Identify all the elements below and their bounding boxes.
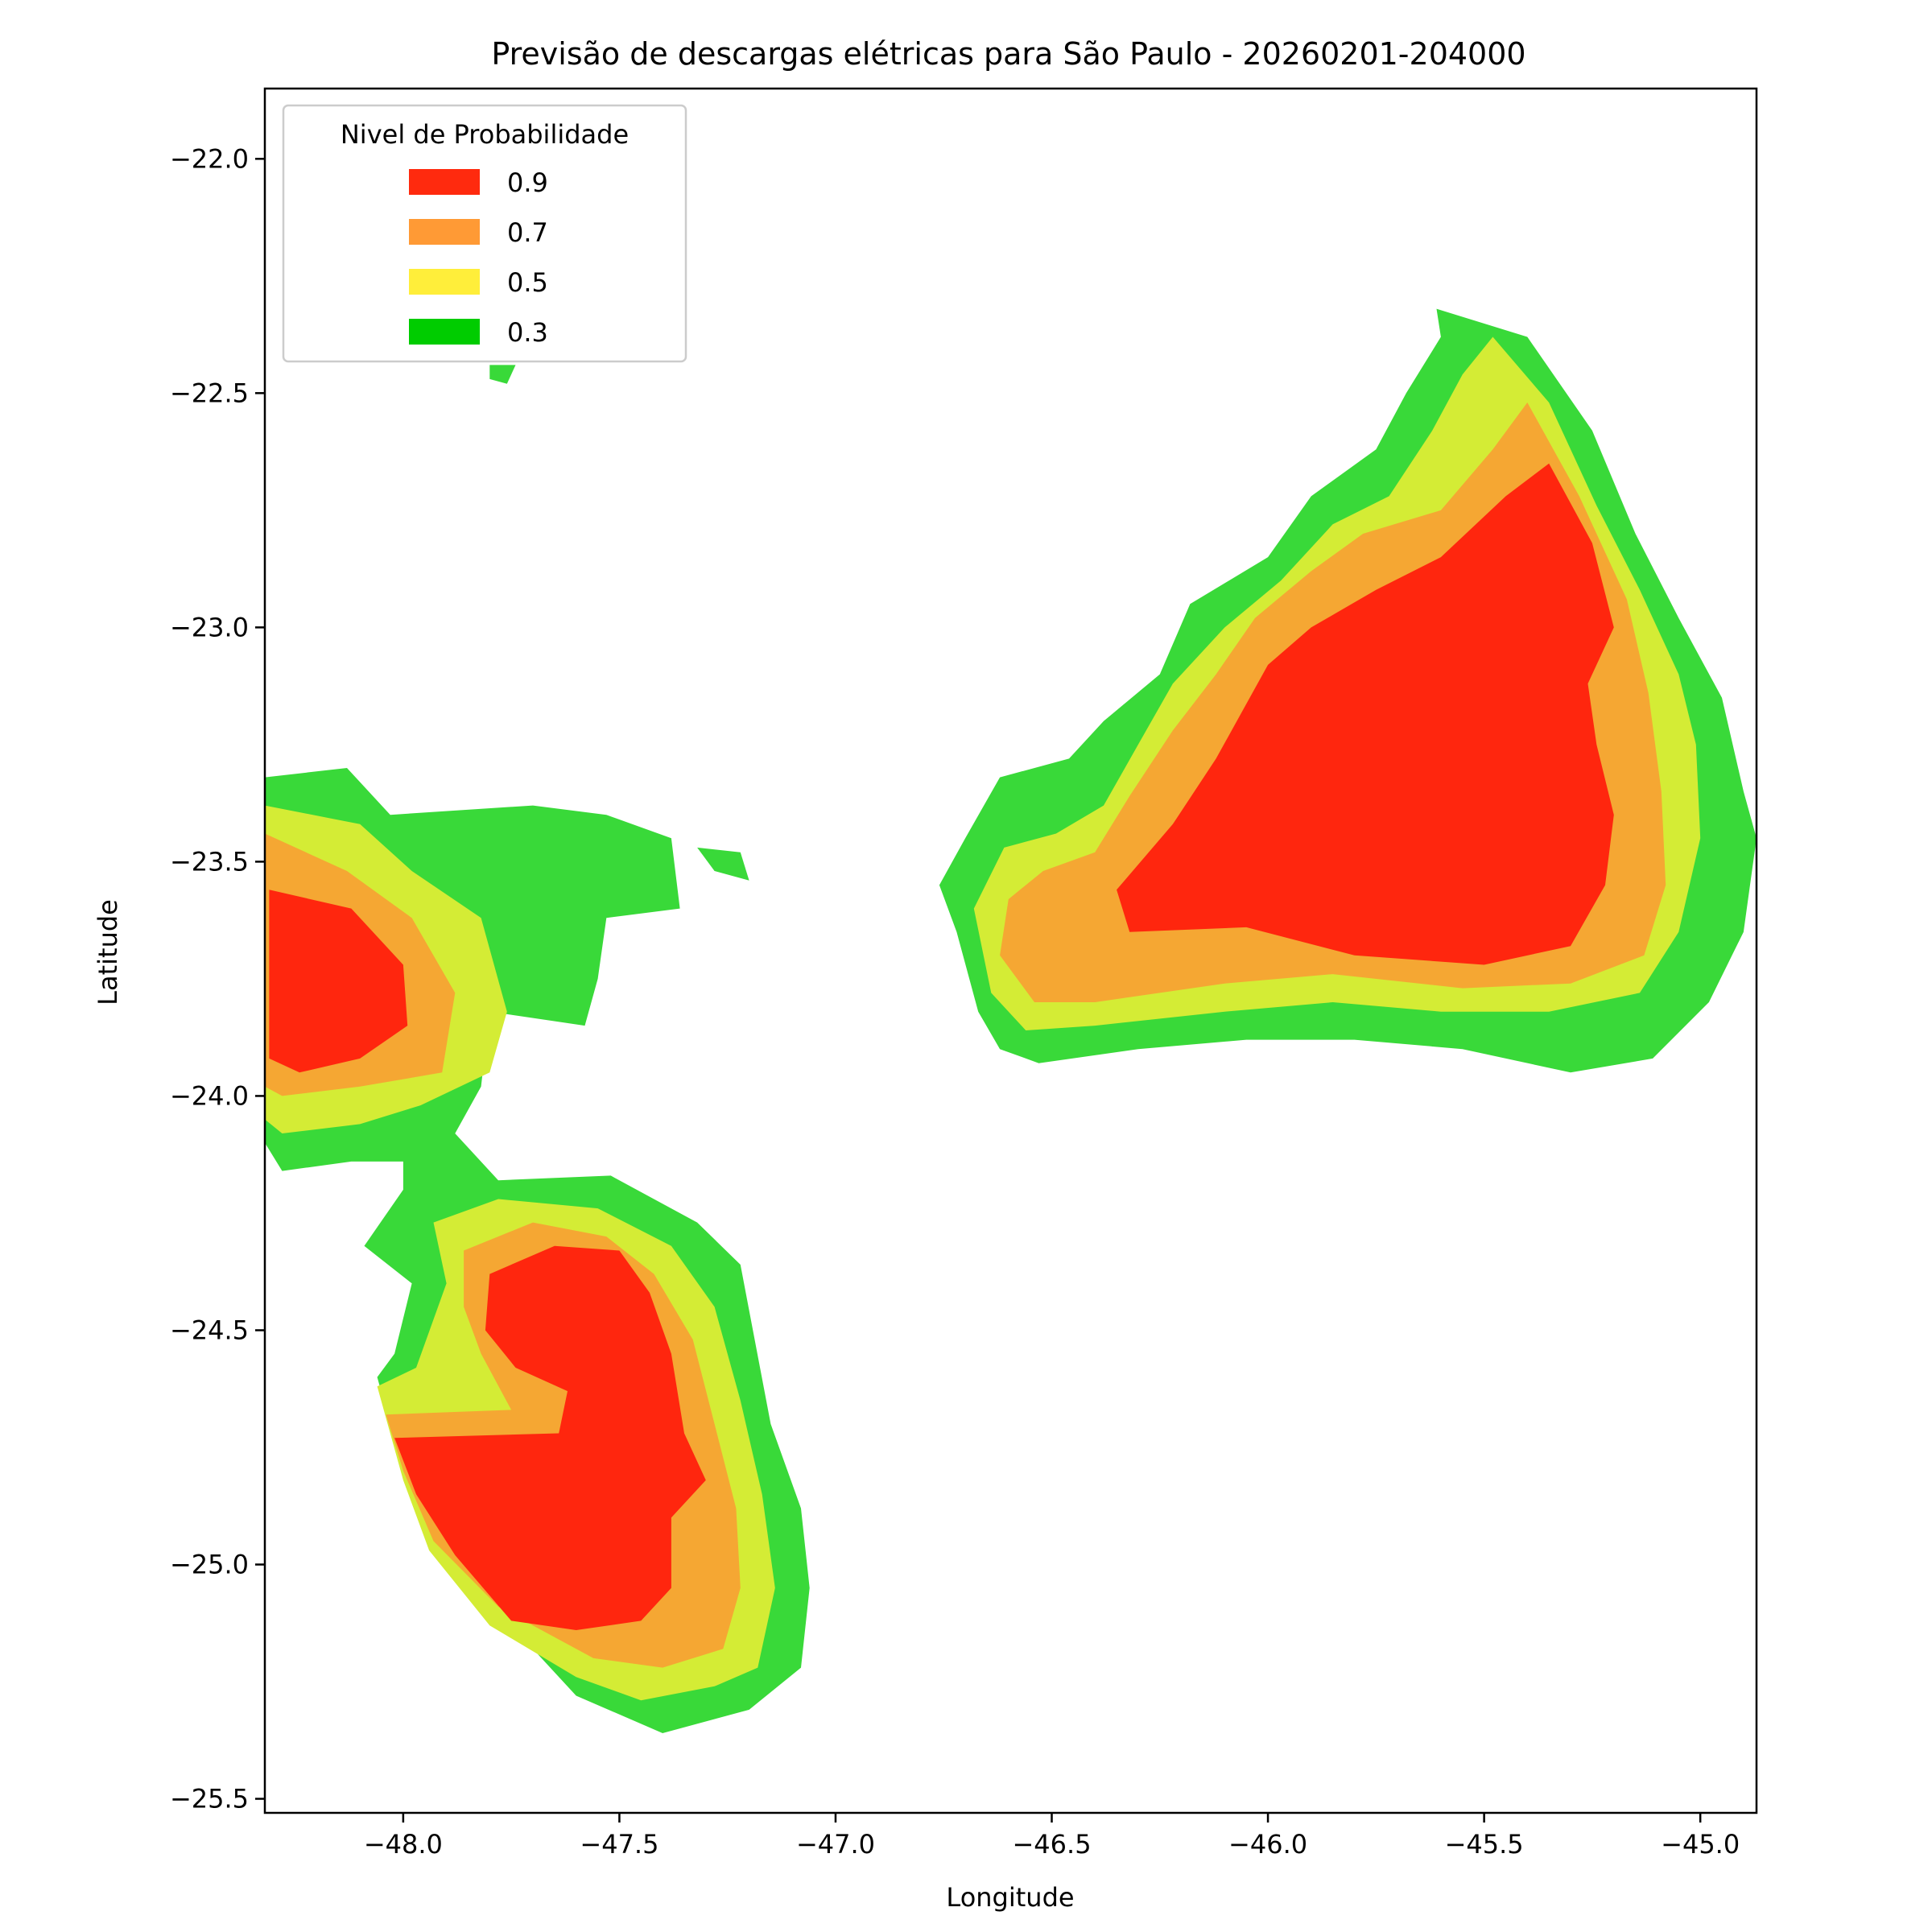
x-tick-label: −47.5 [580,1829,658,1860]
south-cell-level-0-9 [394,1245,706,1630]
west-fringe-level-0-3 [697,847,749,881]
y-tick-label: −25.0 [170,1550,249,1580]
north-speck-level-0-3 [489,365,516,384]
y-tick-label: −23.5 [170,846,249,877]
x-tick-label: −48.0 [364,1829,443,1860]
chart-title: Previsão de descargas elétricas para São… [491,36,1525,72]
y-axis: −22.0 −22.5 −23.0 −23.5 −24.0 −24.5 −25.0 −25.5 [170,143,265,1814]
x-tick-label: −46.0 [1228,1829,1307,1860]
y-tick-label: −23.0 [170,612,249,642]
southwest-cell-level-0-9 [269,890,408,1073]
x-tick-label: −45.0 [1661,1829,1740,1860]
plot-frame [263,87,1758,1814]
y-tick-label: −22.5 [170,378,249,408]
x-tick-label: −45.5 [1445,1829,1524,1860]
x-axis-label: Longitude [946,1882,1074,1913]
probability-regions [265,308,1757,1733]
y-tick-label: −24.0 [170,1080,249,1111]
legend-swatch-0-3 [409,319,480,345]
legend-label-0-3: 0.3 [507,317,548,348]
legend-swatch-0-7 [409,219,480,245]
x-axis: −48.0 −47.5 −47.0 −46.5 −46.0 −45.5 −45.0 [364,1813,1740,1860]
legend-title: Nivel de Probabilidade [341,119,629,150]
legend-entries: 0.9 0.7 0.5 0.3 [409,167,548,348]
east-cell-level-0-9 [1117,463,1614,965]
legend-frame [282,104,687,363]
y-tick-label: −22.0 [170,143,249,174]
legend: Nivel de Probabilidade 0.9 0.7 0.5 0.3 [282,104,687,363]
legend-swatch-0-9 [409,169,480,195]
y-axis-label: Latitude [93,899,123,1005]
y-tick-label: −24.5 [170,1315,249,1345]
x-tick-label: −47.0 [796,1829,875,1860]
legend-label-0-9: 0.9 [507,167,548,198]
x-tick-label: −46.5 [1012,1829,1091,1860]
legend-label-0-5: 0.5 [507,267,548,298]
legend-label-0-7: 0.7 [507,217,548,248]
y-tick-label: −25.5 [170,1784,249,1814]
legend-swatch-0-5 [409,269,480,295]
